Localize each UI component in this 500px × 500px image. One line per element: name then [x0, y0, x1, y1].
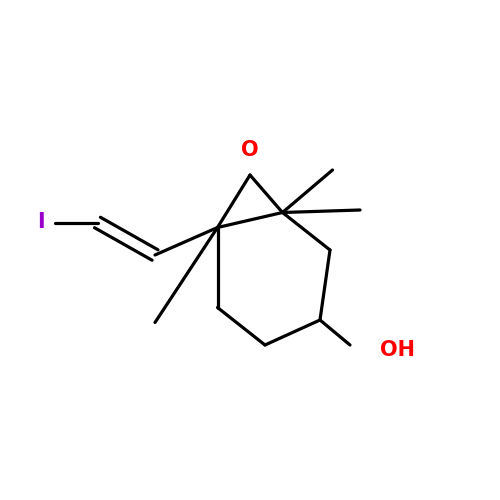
- Text: I: I: [38, 212, 45, 233]
- Text: O: O: [241, 140, 259, 160]
- Text: OH: OH: [380, 340, 415, 360]
